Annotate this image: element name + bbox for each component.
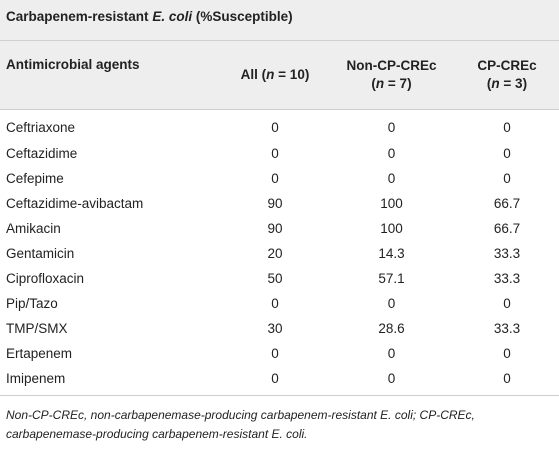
- agent-cell: Imipenem: [6, 371, 66, 386]
- table-footnote: Non-CP-CREc, non-carbapenemase-producing…: [6, 408, 475, 441]
- cp-crec-value-cell: 33.3: [493, 321, 521, 336]
- agent-cell: TMP/SMX: [6, 321, 68, 336]
- cp-crec-value-cell: 0: [503, 346, 511, 361]
- cp-crec-value-cell: 33.3: [493, 246, 521, 261]
- non-cp-crec-value-cell: 0: [387, 120, 396, 135]
- all-value-cell: 90: [267, 196, 283, 211]
- header-cp-crec: CP-CREc (n = 3): [455, 41, 559, 110]
- table-row: Pip/Tazo 0 0 0: [0, 291, 559, 316]
- non-cp-crec-value-cell: 28.6: [378, 321, 405, 336]
- non-cp-crec-value-cell: 0: [387, 296, 396, 311]
- table-row: Ceftazidime 0 0 0: [0, 141, 559, 166]
- cp-crec-value-cell: 66.7: [493, 221, 521, 236]
- non-cp-crec-value-cell: 0: [387, 346, 396, 361]
- header-agent: Antimicrobial agents: [0, 41, 222, 110]
- header-all: All (n = 10): [222, 41, 328, 110]
- non-cp-crec-value-cell: 0: [387, 371, 396, 386]
- agent-cell: Amikacin: [6, 221, 61, 236]
- agent-cell: Ertapenem: [6, 346, 73, 361]
- header-row: Antimicrobial agents All (n = 10) Non-CP…: [0, 41, 559, 110]
- non-cp-crec-value-cell: 0: [387, 146, 396, 161]
- table-title: Carbapenem-resistant E. coli (%Susceptib…: [0, 0, 559, 41]
- agent-cell: Ceftazidime: [6, 146, 78, 161]
- table-row: TMP/SMX 30 28.6 33.3: [0, 316, 559, 341]
- cp-crec-value-cell: 0: [503, 296, 511, 311]
- all-value-cell: 0: [271, 146, 279, 161]
- all-value-cell: 50: [267, 271, 283, 286]
- all-value-cell: 0: [271, 371, 279, 386]
- cp-crec-value-cell: 33.3: [493, 271, 521, 286]
- agent-cell: Ceftazidime-avibactam: [6, 196, 144, 211]
- non-cp-crec-value-cell: 0: [387, 171, 396, 186]
- table-row: Cefepime 0 0 0: [0, 166, 559, 191]
- agent-cell: Cefepime: [6, 171, 64, 186]
- table-row: Amikacin 90 100 66.7: [0, 216, 559, 241]
- non-cp-crec-value-cell: 100: [380, 221, 403, 236]
- header-non-cp-crec: Non-CP-CREc (n = 7): [328, 41, 455, 110]
- agent-cell: Ceftriaxone: [6, 120, 76, 135]
- cp-crec-value-cell: 66.7: [493, 196, 521, 211]
- all-value-cell: 30: [267, 321, 283, 336]
- table-row: Imipenem 0 0 0: [0, 366, 559, 391]
- agent-cell: Pip/Tazo: [6, 296, 58, 311]
- all-value-cell: 0: [271, 346, 279, 361]
- susceptibility-table: Antimicrobial agents All (n = 10) Non-CP…: [0, 41, 559, 391]
- table-row: Ertapenem 0 0 0: [0, 341, 559, 366]
- table-row: Ceftazidime-avibactam 90 100 66.7: [0, 191, 559, 216]
- all-value-cell: 0: [271, 296, 279, 311]
- non-cp-crec-value-cell: 100: [380, 196, 403, 211]
- non-cp-crec-value-cell: 57.1: [378, 271, 405, 286]
- table-row: Gentamicin 20 14.3 33.3: [0, 241, 559, 266]
- table-body: Ceftriaxone 0 0 0 Ceftazidime 0 0 0 Cefepime 0 0 0 C…: [0, 110, 559, 392]
- all-value-cell: 90: [267, 221, 283, 236]
- table-row: Ceftriaxone 0 0 0: [0, 110, 559, 142]
- cp-crec-value-cell: 0: [503, 371, 511, 386]
- agent-cell: Ciprofloxacin: [6, 271, 85, 286]
- agent-cell: Gentamicin: [6, 246, 75, 261]
- cp-crec-value-cell: 0: [503, 171, 511, 186]
- cp-crec-value-cell: 0: [503, 120, 511, 135]
- footer-divider: [0, 395, 559, 396]
- all-value-cell: 0: [271, 120, 279, 135]
- non-cp-crec-value-cell: 14.3: [378, 246, 405, 261]
- all-value-cell: 0: [271, 171, 279, 186]
- all-value-cell: 20: [267, 246, 283, 261]
- table-row: Ciprofloxacin 50 57.1 33.3: [0, 266, 559, 291]
- cp-crec-value-cell: 0: [503, 146, 511, 161]
